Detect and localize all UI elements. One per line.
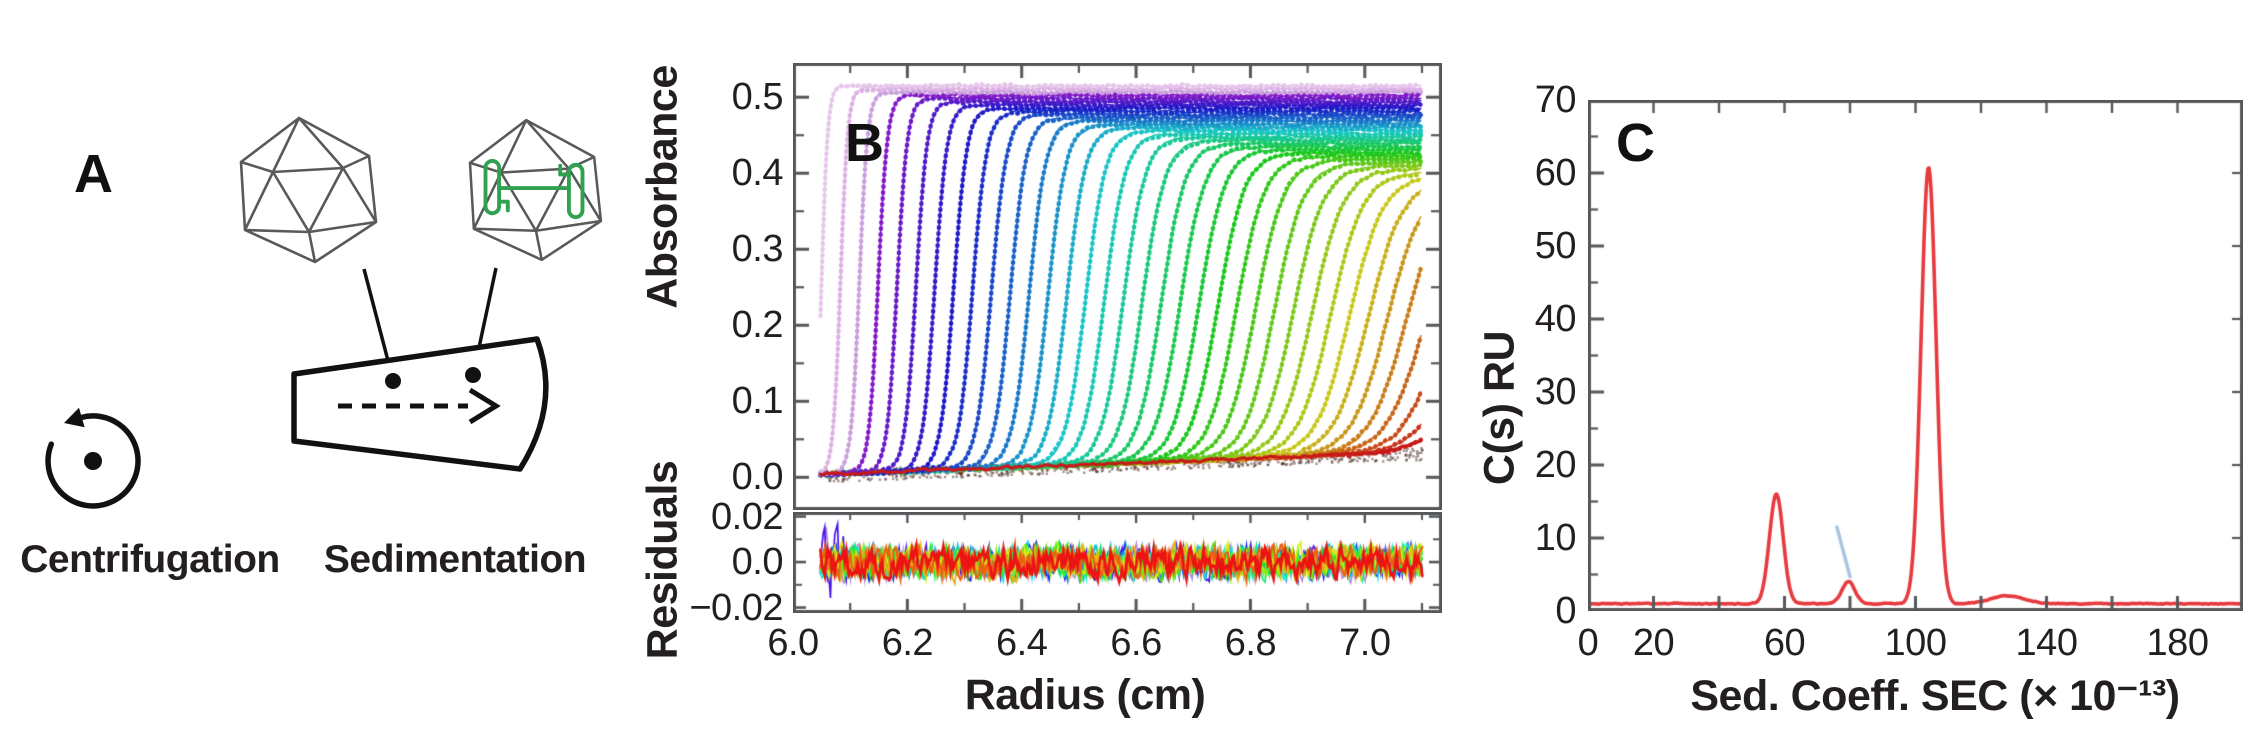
- rotation-ccw-arrow-icon: [45, 407, 141, 509]
- panel-b-absorbance-tick-label: 0.1: [731, 380, 784, 423]
- panel-b-residuals-tick-label: 0.02: [711, 495, 783, 538]
- sample-dot-left: [385, 373, 401, 389]
- arrow-chevron-icon: [468, 387, 501, 425]
- panel-c-distribution-canvas: [1588, 100, 2243, 611]
- panel-c-y-tick-label: 0: [1555, 590, 1576, 632]
- sector-centerpiece-cell-icon: [291, 267, 549, 472]
- panel-b-absorbance-tick-label: 0.3: [731, 228, 784, 271]
- rotation-axis-dot: [84, 452, 102, 470]
- arrowhead-icon: [64, 407, 85, 428]
- sample-dot-right: [465, 367, 481, 383]
- panel-b-absorbance-tick-label: 0.5: [731, 76, 784, 119]
- panel-b-radius-tick-label: 7.0: [1339, 622, 1391, 664]
- panel-a-schematic: A: [20, 116, 603, 581]
- panel-c-y-tick-label: 60: [1534, 152, 1577, 194]
- panel-b-residuals-tick-label: −0.02: [689, 586, 783, 629]
- panel-b-absorbance-tick-label: 0.0: [731, 456, 784, 499]
- panel-c-x-tick-label: 140: [2015, 622, 2078, 664]
- icosahedral-capsid-genome-icon: [468, 118, 603, 262]
- panel-c-x-axis-title: Sed. Coeff. SEC (× 10⁻¹³): [1690, 672, 2180, 720]
- panel-b-radius-tick-label: 6.8: [1224, 622, 1277, 664]
- panel-b-residuals-canvas: [793, 512, 1442, 613]
- panel-c-x-tick-label: 100: [1884, 622, 1947, 664]
- panel-a-label: A: [74, 144, 113, 204]
- panel-b-absorbance-tick-label: 0.2: [731, 304, 784, 347]
- panel-c-y-tick-label: 40: [1534, 298, 1577, 340]
- panel-b-absorbance-tick-label: 0.4: [731, 152, 784, 195]
- panel-b-radius-tick-label: 6.0: [767, 622, 819, 664]
- panel-b-residuals-tick-label: 0.0: [731, 541, 784, 584]
- panel-c-x-tick-label: 0: [1577, 622, 1599, 664]
- panel-b-radius-tick-label: 6.4: [996, 622, 1048, 664]
- panel-c-x-tick-label: 20: [1632, 622, 1675, 664]
- genome-icon: [483, 158, 585, 220]
- panel-b-label: B: [845, 113, 884, 173]
- panel-b-scans-canvas: [793, 63, 1442, 510]
- panel-b-radius-tick-label: 6.6: [1110, 622, 1162, 664]
- panel-c-x-tick-label: 180: [2146, 622, 2209, 664]
- icosahedral-capsid-empty-icon: [239, 116, 378, 264]
- panel-c-y-tick-label: 30: [1534, 371, 1577, 413]
- panel-c-y-tick-label: 70: [1534, 79, 1577, 121]
- panel-c-y-tick-label: 10: [1534, 517, 1577, 559]
- panel-c-y-tick-label: 20: [1534, 444, 1577, 486]
- panel-b-x-axis-title: Radius (cm): [964, 671, 1206, 719]
- panel-b-radius-tick-label: 6.2: [881, 622, 934, 664]
- panel-c-label: C: [1616, 113, 1655, 173]
- panel-c-y-tick-label: 50: [1534, 225, 1577, 267]
- caption-sedimentation: Sedimentation: [324, 538, 586, 581]
- panel-c-x-tick-label: 60: [1763, 622, 1806, 664]
- caption-centrifugation: Centrifugation: [20, 538, 279, 581]
